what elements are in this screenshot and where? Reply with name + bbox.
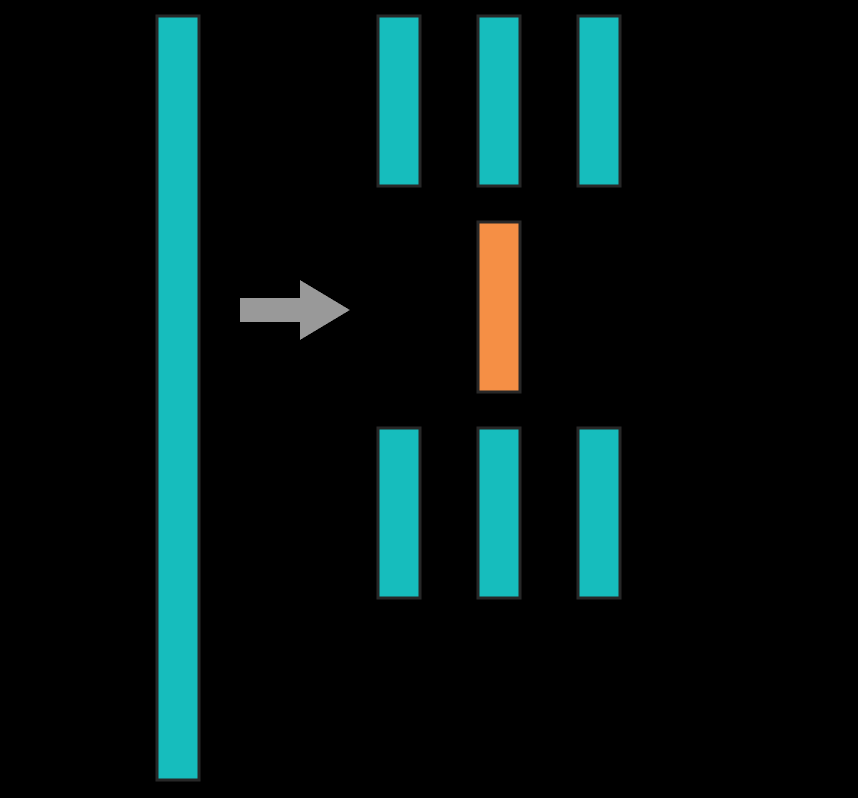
- grid-cell-r1-c1: [478, 222, 520, 392]
- grid-cell-r0-c2: [578, 16, 620, 186]
- grid-cell-r2-c1: [478, 428, 520, 598]
- grid-cell-r2-c0: [378, 428, 420, 598]
- grid-cell-r0-c1: [478, 16, 520, 186]
- grid-cell-r0-c0: [378, 16, 420, 186]
- canvas-background: [0, 0, 858, 798]
- grid-cell-r2-c2: [578, 428, 620, 598]
- source-bar: [157, 16, 199, 780]
